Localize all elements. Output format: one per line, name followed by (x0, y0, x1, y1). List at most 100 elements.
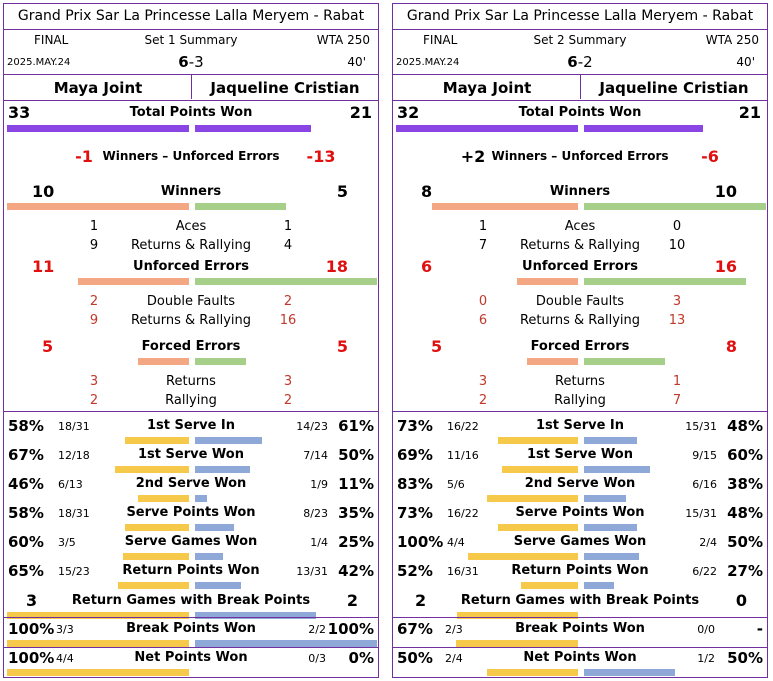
serve-stat-p1-bar (486, 495, 578, 502)
serve-stat-p2-bar (195, 524, 234, 531)
break-games-label: Return Games with Break Points (71, 593, 311, 608)
unforced-row-p1: 6 (478, 313, 488, 328)
serve-stat-p2-bar (195, 437, 263, 444)
serve-stat-p1-bar (117, 582, 189, 589)
stat-p1-frac: 15/23 (58, 565, 90, 578)
unforced-row-label: Double Faults (535, 294, 625, 309)
total-points-p1: 32 (397, 103, 420, 122)
stat-p1-frac: 12/18 (58, 449, 90, 462)
stat-p2-pct: 50% (338, 446, 374, 464)
player-2-name: Jaqueline Cristian (210, 79, 360, 97)
bottom-p2-pct: 0% (348, 649, 374, 667)
unforced-label: Unforced Errors (133, 259, 249, 274)
stat-p1-pct: 52% (397, 562, 433, 580)
score-separator: - (188, 53, 195, 71)
serve-stat-p2-bar (584, 553, 639, 560)
tour-label: WTA 250 (316, 33, 370, 47)
winners-p1-bar (7, 203, 189, 210)
bottom-p1-pct: 100% (8, 649, 55, 667)
winners-p1: 8 (421, 182, 433, 201)
stat-p2-pct: 11% (338, 475, 374, 493)
unforced-row-p1: 9 (89, 313, 99, 328)
header-divider (4, 29, 378, 30)
stat-p1-frac: 5/6 (447, 478, 465, 491)
winners-row-p1: 1 (478, 219, 488, 234)
break-games-p2: 0 (735, 591, 747, 610)
stat-p1-frac: 18/31 (58, 420, 90, 433)
stat-p1-pct: 83% (397, 475, 433, 493)
stat-label: 2nd Serve Won (135, 476, 247, 491)
unforced-p2: 18 (325, 257, 348, 276)
bottom-p2-pct: 100% (327, 620, 374, 638)
bottom-label: Net Points Won (523, 650, 637, 665)
total-points-label: Total Points Won (518, 105, 642, 120)
unforced-row-p2: 13 (668, 313, 686, 328)
stat-label: 1st Serve In (535, 418, 625, 433)
unforced-label: Unforced Errors (522, 259, 638, 274)
bottom-p1-frac: 4/4 (56, 652, 74, 665)
bottom-stat-p1-bar (7, 669, 189, 676)
score-p1: 6 (178, 53, 189, 71)
bottom-p1-pct: 67% (397, 620, 433, 638)
stat-p2-pct: 60% (727, 446, 763, 464)
forced-row-p2: 2 (283, 393, 293, 408)
winners-p2-bar (584, 203, 766, 210)
set-2-summary-panel: Grand Prix Sar La Princesse Lalla Meryem… (392, 3, 768, 678)
total-points-p2: 21 (738, 103, 761, 122)
unforced-p2: 16 (714, 257, 737, 276)
stat-p2-pct: 61% (338, 417, 374, 435)
winners-row-p2: 1 (283, 219, 293, 234)
winners-row-p2: 0 (672, 219, 682, 234)
forced-p2-bar (195, 358, 246, 365)
player-divider (191, 74, 192, 99)
bottom-label: Break Points Won (126, 621, 256, 636)
bottom-p1-pct: 100% (8, 620, 55, 638)
stat-p1-pct: 100% (397, 533, 444, 551)
winners-label: Winners (160, 184, 222, 199)
serve-stat-p1-bar (502, 466, 578, 473)
stat-p1-pct: 58% (8, 504, 44, 522)
stat-p1-frac: 11/16 (447, 449, 479, 462)
total-points-p2-bar (195, 125, 311, 132)
serve-stat-p2-bar (584, 495, 626, 502)
bottom-p1-frac: 2/4 (445, 652, 463, 665)
forced-row-p1: 3 (478, 374, 488, 389)
stat-p2-frac: 1/4 (310, 536, 328, 549)
winners-ue-label: Winners – Unforced Errors (491, 149, 669, 163)
stat-p1-frac: 18/31 (58, 507, 90, 520)
bottom-label: Net Points Won (134, 650, 248, 665)
winners-ue-p2: -6 (701, 147, 719, 166)
winners-ue-p1: +2 (460, 147, 486, 166)
bottom-p1-frac: 2/3 (445, 623, 463, 636)
winners-row-label: Aces (175, 219, 207, 234)
forced-label: Forced Errors (141, 339, 241, 354)
unforced-p1: 11 (32, 257, 55, 276)
bottom-stat-p2-bar (195, 640, 377, 647)
stat-p2-pct: 42% (338, 562, 374, 580)
set-score: 6-3 (4, 53, 378, 71)
serve-stat-p2-bar (195, 582, 242, 589)
unforced-row-label: Returns & Rallying (519, 313, 641, 328)
match-duration: 40' (736, 55, 755, 69)
stat-p2-frac: 1/9 (310, 478, 328, 491)
total-points-p1: 33 (8, 103, 31, 122)
unforced-p1-bar (517, 278, 578, 285)
stat-p1-frac: 3/5 (58, 536, 76, 549)
serve-stats-divider (393, 411, 767, 412)
stat-p2-pct: 48% (727, 417, 763, 435)
serve-stat-p1-bar (497, 437, 578, 444)
winners-row-p1: 7 (478, 238, 488, 253)
stat-p2-pct: 50% (727, 533, 763, 551)
bottom-p2-frac: 1/2 (697, 652, 715, 665)
winners-p1-bar (432, 203, 578, 210)
match-duration: 40' (347, 55, 366, 69)
stat-p1-frac: 6/13 (58, 478, 83, 491)
unforced-p1-bar (77, 278, 189, 285)
bottom-p2-frac: 2/2 (308, 623, 326, 636)
bottom-p2-frac: 0/3 (308, 652, 326, 665)
serve-stat-p2-bar (195, 495, 208, 502)
stat-p2-frac: 15/31 (685, 507, 717, 520)
player-2-name: Jaqueline Cristian (599, 79, 749, 97)
set-label: Set 2 Summary (533, 33, 627, 47)
break-games-label: Return Games with Break Points (460, 593, 700, 608)
